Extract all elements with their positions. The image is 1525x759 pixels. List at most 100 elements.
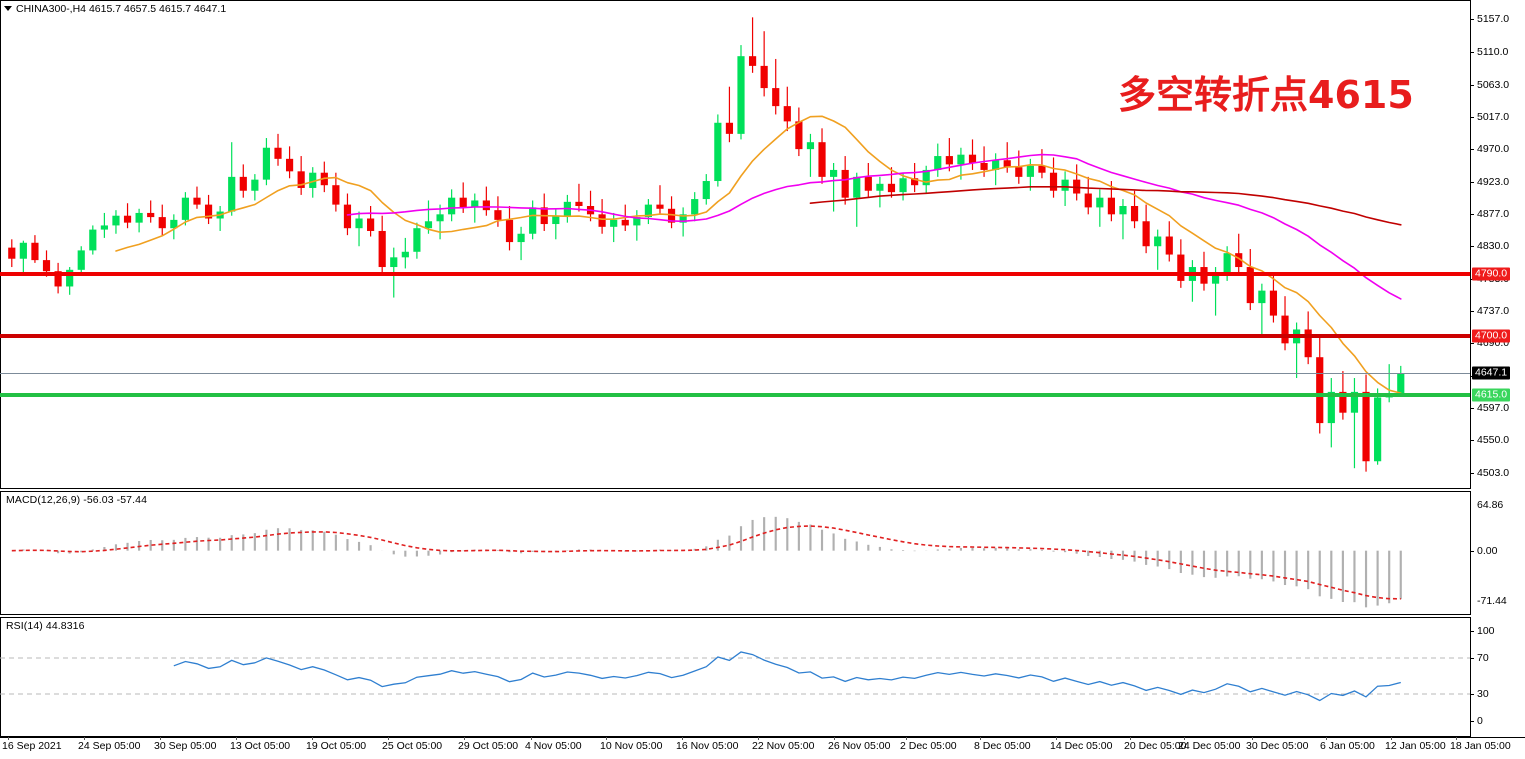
macd-axis-line [1470, 491, 1471, 615]
macd-zero-tick [1470, 550, 1474, 552]
time-axis-label: 20 Dec 05:00 [1124, 740, 1187, 752]
time-axis-tick [906, 737, 907, 740]
price-tick-label: 4830.0 [1477, 240, 1510, 253]
symbol-timeframe-label: CHINA300-,H4 4615.7 4657.5 4615.7 4647.1 [16, 3, 227, 15]
macd-label: MACD(12,26,9) -56.03 -57.44 [6, 494, 148, 506]
chart-annotation: 多空转折点4615 [1118, 73, 1414, 117]
rsi-tick-label: 100 [1477, 625, 1495, 637]
time-axis-tick [531, 737, 532, 740]
ma-mid-magenta [346, 153, 1402, 300]
time-axis-tick [682, 737, 683, 740]
time-axis-tick [758, 737, 759, 740]
time-axis-label: 24 Dec 05:00 [1178, 740, 1241, 752]
time-axis-label: 24 Sep 05:00 [78, 740, 141, 752]
time-axis-tick [834, 737, 835, 740]
time-axis-tick [160, 737, 161, 740]
time-axis-tick [464, 737, 465, 740]
rsi-left-border [0, 617, 1, 737]
panel-bottom-border [0, 488, 1525, 489]
time-axis-tick [980, 737, 981, 740]
level-4700-tag[interactable]: 4700.0 [1472, 329, 1511, 343]
time-axis-label: 2 Dec 05:00 [900, 740, 957, 752]
ma-fast-orange [115, 115, 1402, 394]
time-axis-label: 14 Dec 05:00 [1050, 740, 1113, 752]
price-tick [1470, 116, 1474, 118]
resistance-4790[interactable] [0, 271, 1470, 276]
macd-tick-label: 0.00 [1477, 544, 1498, 557]
time-axis-tick [1056, 737, 1057, 740]
time-axis-label: 18 Jan 05:00 [1450, 740, 1511, 752]
support-4615[interactable] [0, 393, 1470, 398]
time-axis-label: 12 Jan 05:00 [1385, 740, 1446, 752]
macd-bottom-border [0, 614, 1525, 615]
price-tick-label: 5157.0 [1477, 13, 1510, 26]
rsi-scale[interactable]: 100 70 30 0 [1470, 617, 1525, 737]
time-axis-label: 30 Dec 05:00 [1246, 740, 1309, 752]
price-tick [1470, 246, 1474, 248]
macd-scale[interactable]: 64.86 0.00 -71.44 [1470, 491, 1525, 615]
price-tick [1470, 473, 1474, 475]
time-axis-tick [84, 737, 85, 740]
price-scale[interactable]: 5157.0 5110.0 5063.0 5017.0 4970.0 4923.0 4877… [1470, 0, 1525, 489]
time-axis-label: 29 Oct 05:00 [458, 740, 519, 752]
time-axis-label: 8 Dec 05:00 [974, 740, 1031, 752]
time-axis-label: 16 Sep 2021 [2, 740, 62, 752]
triangle-down-icon[interactable] [4, 6, 12, 11]
time-axis-tick [1130, 737, 1131, 740]
time-axis[interactable]: 16 Sep 2021 24 Sep 05:00 30 Sep 05:00 13 Oc… [0, 737, 1525, 759]
time-axis-tick [1326, 737, 1327, 740]
current-price-tag[interactable]: 4647.1 [1472, 366, 1511, 380]
rsi-bottom-border [0, 736, 1525, 737]
time-axis-tick [236, 737, 237, 740]
price-plot-area[interactable] [0, 0, 1525, 489]
macd-panel[interactable]: MACD(12,26,9) -56.03 -57.44 64.86 0.00 -71… [0, 491, 1525, 615]
price-tick-label: 4503.0 [1477, 467, 1510, 480]
time-axis-label: 13 Oct 05:00 [230, 740, 291, 752]
level-4615-tag[interactable]: 4615.0 [1472, 388, 1511, 402]
time-axis-label: 6 Jan 05:00 [1320, 740, 1375, 752]
time-axis-tick [1252, 737, 1253, 740]
macd-plot-area[interactable] [0, 491, 1525, 615]
panel-top-border [0, 0, 1525, 1]
macd-left-border [0, 491, 1, 615]
panel-left-border [0, 0, 1, 489]
macd-signal-line [11, 525, 1401, 600]
resistance-4700[interactable] [0, 334, 1470, 339]
current-price-line[interactable] [0, 372, 1470, 374]
price-tick [1470, 407, 1474, 409]
price-tick [1470, 52, 1474, 54]
rsi-plot-area[interactable] [0, 617, 1525, 737]
time-axis-label: 4 Nov 05:00 [525, 740, 582, 752]
rsi-panel[interactable]: RSI(14) 44.8316 100 70 30 0 [0, 617, 1525, 737]
price-tick [1470, 84, 1474, 86]
price-tick [1470, 213, 1474, 215]
time-axis-label: 26 Nov 05:00 [828, 740, 891, 752]
time-axis-tick [312, 737, 313, 740]
rsi-tick-label: 70 [1477, 652, 1489, 664]
macd-tick-label: -71.44 [1477, 595, 1507, 607]
time-axis-label: 16 Nov 05:00 [676, 740, 739, 752]
time-axis-label: 25 Oct 05:00 [382, 740, 443, 752]
rsi-tick [1470, 721, 1474, 722]
price-tick-label: 4597.0 [1477, 401, 1510, 414]
time-axis-tick [8, 737, 9, 740]
time-axis-tick [388, 737, 389, 740]
price-axis-line [1470, 0, 1471, 489]
price-tick [1470, 310, 1474, 312]
time-axis-tick [1456, 737, 1457, 740]
time-axis-label: 19 Oct 05:00 [306, 740, 367, 752]
rsi-top-border [0, 617, 1525, 618]
rsi-tick [1470, 694, 1474, 695]
time-axis-label: 22 Nov 05:00 [752, 740, 815, 752]
price-tick [1470, 19, 1474, 21]
macd-series [11, 516, 1402, 608]
price-tick-label: 4923.0 [1477, 175, 1510, 188]
level-4790-tag[interactable]: 4790.0 [1472, 267, 1511, 281]
time-axis-separator [0, 737, 1525, 738]
rsi-series [0, 651, 1470, 702]
time-axis-tick [1391, 737, 1392, 740]
price-tick [1470, 440, 1474, 442]
price-chart-panel[interactable]: CHINA300-,H4 4615.7 4657.5 4615.7 4647.1… [0, 0, 1525, 489]
rsi-tick-label: 0 [1477, 715, 1483, 727]
